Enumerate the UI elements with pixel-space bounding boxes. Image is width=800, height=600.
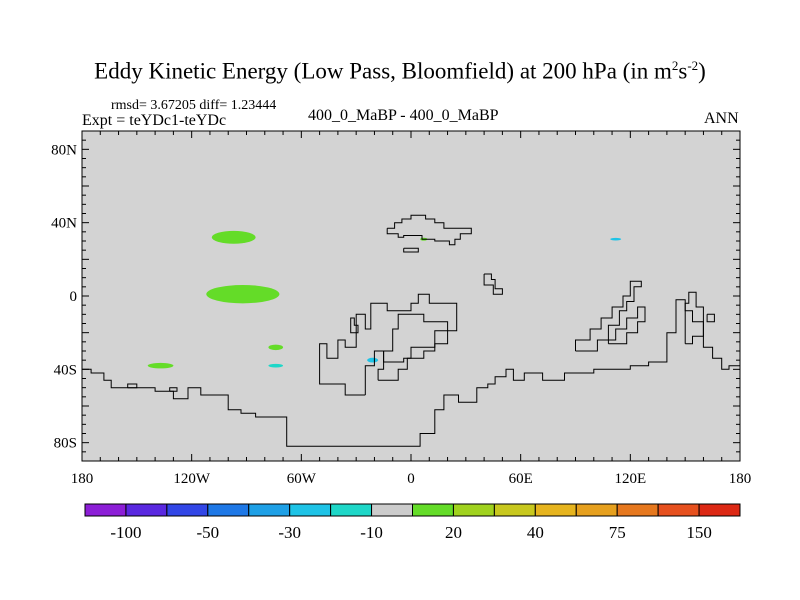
coastline-central-inner [377, 313, 449, 381]
coastline-northern-islet [403, 247, 419, 253]
colorbar-swatch [248, 503, 291, 517]
coastline-east-island-inner [607, 306, 646, 345]
colorbar-label: -100 [110, 523, 141, 542]
colorbar: -100 -50 -30 -10 20 40 75 150 [84, 503, 741, 542]
colorbar-swatch [412, 503, 454, 517]
data-patches [147, 230, 622, 369]
colorbar-swatch [698, 503, 741, 517]
colorbar-swatch [289, 503, 332, 517]
cyan-patch-south-atlantic [367, 357, 379, 363]
plot-background [82, 131, 740, 461]
green-patch-south-pacific-west [147, 362, 174, 369]
y-tick-label: 0 [70, 289, 78, 305]
colorbar-label: -10 [360, 523, 383, 542]
coastline-central-small-a [350, 317, 359, 334]
x-tick-label: 60W [287, 471, 317, 487]
season-label: ANN [704, 110, 739, 127]
coastline-far-east-islands [706, 313, 715, 323]
x-tick-label: 180 [71, 471, 94, 487]
colorbar-label: 40 [527, 523, 544, 542]
y-tick-label: 80S [54, 436, 77, 452]
colorbar-swatch [166, 503, 209, 517]
y-tick-label: 40N [51, 216, 77, 232]
coastline-central-continent [319, 293, 458, 396]
axis-tick-labels: 180 120W 60W 0 60E 120E 180 80N 40N 0 40S 80S [51, 142, 751, 487]
coastlines [82, 214, 740, 447]
colorbar-swatch [575, 503, 618, 517]
y-tick-label: 40S [54, 362, 77, 378]
y-tick-label: 80N [51, 142, 77, 158]
coastline-east-island [575, 280, 642, 352]
colorbar-label: 20 [445, 523, 462, 542]
colorbar-swatch [452, 503, 495, 517]
colorbar-swatch [84, 503, 127, 517]
colorbar-swatch [534, 503, 577, 517]
colorbar-swatch [657, 503, 700, 517]
x-tick-label: 120W [173, 471, 211, 487]
chart-title: Eddy Kinetic Energy (Low Pass, Bloomfiel… [94, 58, 706, 84]
x-tick-label: 60E [509, 471, 533, 487]
center-label: 400_0_MaBP - 400_0_MaBP [308, 107, 499, 124]
cyan-patch-south-pacific [268, 363, 284, 368]
coastline-south-islet-a [127, 383, 138, 389]
colorbar-label: -50 [196, 523, 219, 542]
x-tick-label: 0 [407, 471, 415, 487]
colorbar-label: 150 [686, 523, 712, 542]
colorbar-swatch [125, 503, 168, 517]
x-tick-label: 180 [729, 471, 752, 487]
coastline-islet-east [483, 273, 503, 295]
colorbar-swatch [207, 503, 250, 517]
green-patch-equatorial-pacific [206, 285, 280, 304]
colorbar-swatch [371, 503, 413, 517]
axis-ticks [81, 130, 741, 462]
colorbar-swatch [330, 503, 373, 517]
cyan-patch-east-asia [610, 237, 622, 241]
coastline-far-east-peninsula [684, 291, 704, 345]
green-patch-north-pacific [211, 230, 256, 244]
x-tick-label: 120E [614, 471, 646, 487]
stats-label: rmsd= 3.67205 diff= 1.23444 [111, 98, 277, 113]
green-patch-south-pacific-small [268, 344, 284, 351]
colorbar-swatch [616, 503, 659, 517]
colorbar-swatch [493, 503, 536, 517]
coastline-northern-continent [386, 214, 472, 246]
colorbar-label: -30 [278, 523, 301, 542]
experiment-label: Expt = teYDc1-teYDc [82, 112, 227, 129]
colorbar-label: 75 [609, 523, 626, 542]
coastline-south-islet-b [169, 387, 178, 392]
